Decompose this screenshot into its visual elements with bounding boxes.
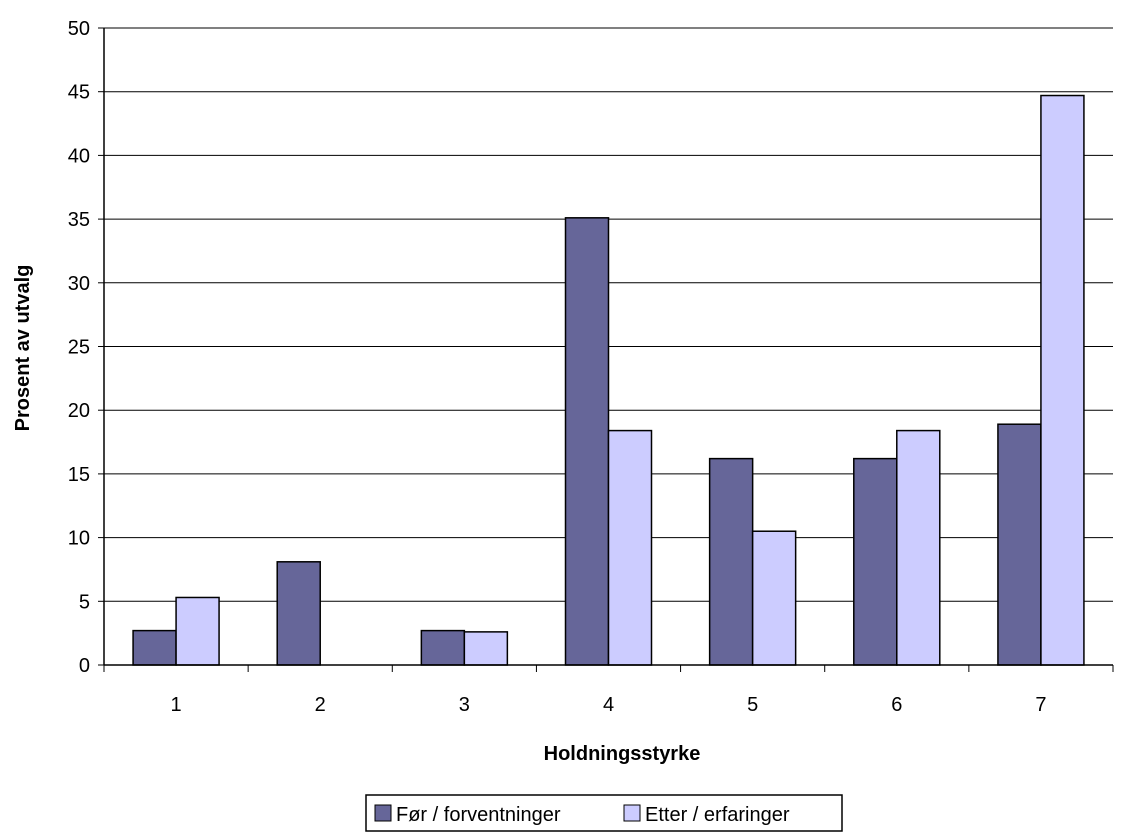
bar-series-2-cat-6 xyxy=(896,429,941,666)
axes xyxy=(98,27,1114,672)
legend-label-series-2: Etter / erfaringer xyxy=(645,804,790,826)
bar-series-1-cat-6 xyxy=(853,457,898,666)
bar-series-1-cat-5 xyxy=(708,457,754,666)
y-tick-labels: 0 5 10 15 20 25 30 35 40 45 50 xyxy=(68,18,90,677)
x-tick-label: 2 xyxy=(315,694,326,716)
x-axis-title: Holdningsstyrke xyxy=(544,743,701,765)
y-tick-label: 45 xyxy=(68,82,90,104)
bars xyxy=(132,94,1085,666)
bar-series-2-cat-1 xyxy=(175,596,220,666)
y-tick-label: 15 xyxy=(68,464,90,486)
y-tick-label: 30 xyxy=(68,273,90,295)
y-tick-label: 20 xyxy=(68,400,90,422)
bar-series-1-cat-1 xyxy=(132,629,177,666)
legend: Før / forventninger Etter / erfaringer xyxy=(365,794,843,832)
y-tick-label: 10 xyxy=(68,528,90,550)
y-tick-label: 35 xyxy=(68,209,90,231)
bar-series-1-cat-4 xyxy=(564,217,610,666)
legend-box xyxy=(365,794,843,832)
y-tick-label: 40 xyxy=(68,145,90,167)
bar-series-2-cat-4 xyxy=(607,429,653,666)
x-tick-label: 4 xyxy=(603,694,614,716)
legend-swatch-series-1 xyxy=(374,804,392,822)
y-tick-label: 5 xyxy=(79,591,90,613)
bar-series-2-cat-7 xyxy=(1040,94,1085,666)
x-tick-label: 6 xyxy=(891,694,902,716)
x-tick-label: 7 xyxy=(1035,694,1046,716)
y-axis-title: Prosent av utvalg xyxy=(12,265,34,432)
x-tick-label: 1 xyxy=(171,694,182,716)
bar-series-1-cat-7 xyxy=(997,423,1042,666)
x-tick-labels: 1 2 3 4 5 6 7 xyxy=(171,694,1047,716)
y-tick-label: 0 xyxy=(79,655,90,677)
x-tick-label: 5 xyxy=(747,694,758,716)
bar-series-2-cat-3 xyxy=(463,631,509,666)
y-tick-label: 25 xyxy=(68,337,90,359)
x-tick-label: 3 xyxy=(459,694,470,716)
legend-swatch-series-2 xyxy=(623,804,641,822)
bar-series-2-cat-5 xyxy=(751,530,797,666)
legend-label-series-1: Før / forventninger xyxy=(396,804,561,826)
bar-series-1-cat-3 xyxy=(420,629,466,666)
y-tick-label: 50 xyxy=(68,18,90,40)
bar-series-1-cat-2 xyxy=(276,561,321,666)
